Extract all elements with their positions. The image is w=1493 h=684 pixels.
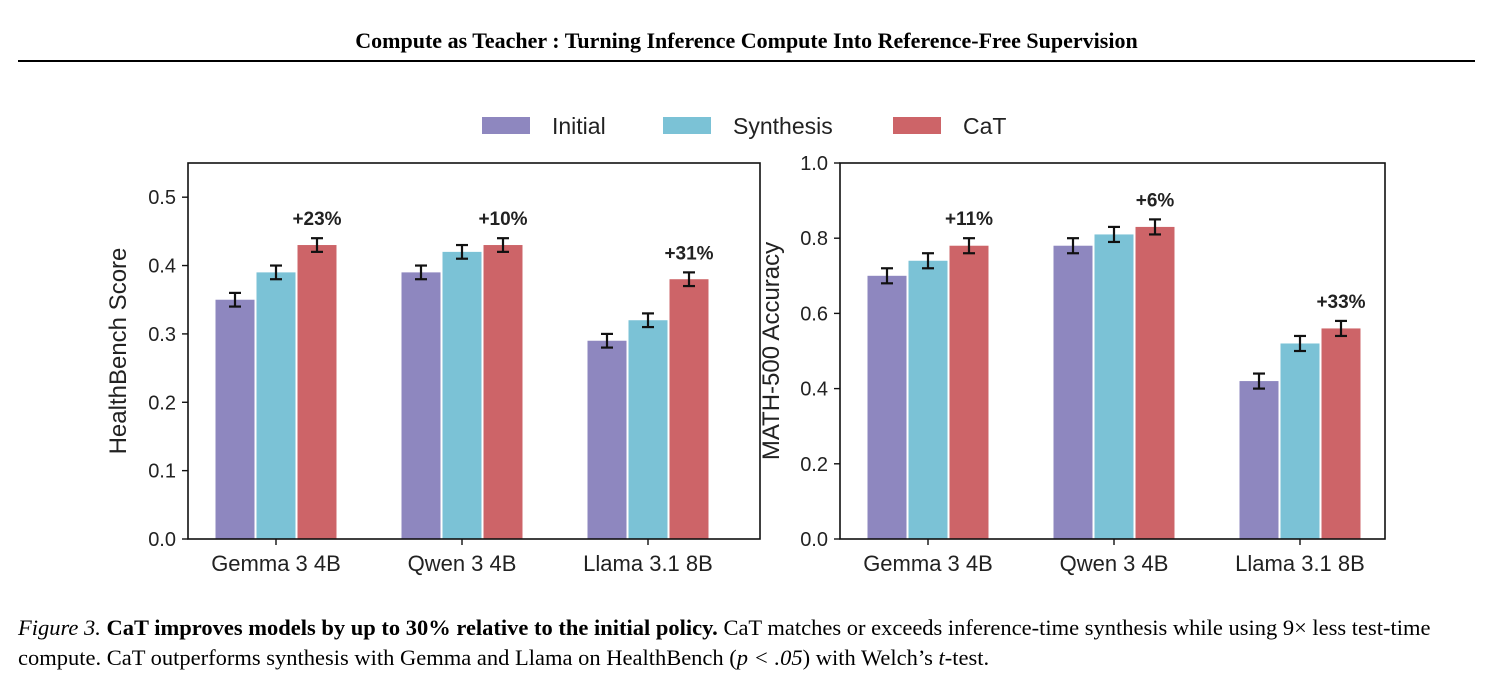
y-tick-label-0: 0.0 [148,529,176,551]
y-tick-label-3: 0.6 [800,303,828,325]
healthbench-chart: +23% +10% +31% 0.0 0.1 0.2 0.3 0.4 0.5 Gemma 3 4B… [105,162,761,576]
x-tick-label-1: Qwen 3 4B [408,551,517,576]
bar-synthesis-2 [1280,343,1320,539]
bar-synthesis-2 [628,320,668,539]
caption-lead: CaT improves models by up to 30% relativ… [106,615,718,640]
y-tick-label-4: 0.4 [148,256,176,278]
x-tick-label-2: Llama 3.1 8B [583,551,713,576]
y-tick-label-0: 0.0 [800,529,828,551]
header-rule [18,60,1475,62]
x-tick-label-2: Llama 3.1 8B [1235,551,1365,576]
x-tick-label-1: Qwen 3 4B [1060,551,1169,576]
legend-swatch-initial [482,117,530,134]
y-tick-label-2: 0.2 [148,392,176,414]
bar-cat-0 [297,245,337,539]
y-tick-label-2: 0.4 [800,379,828,401]
legend-label-synthesis: Synthesis [733,113,833,139]
bar-initial-0 [867,275,907,539]
caption-p-expression: p < .05 [736,645,803,670]
legend: Initial Synthesis CaT [482,113,1006,139]
figure-caption: Figure 3. CaT improves models by up to 3… [18,613,1478,673]
page-header-title: Compute as Teacher : Turning Inference C… [355,28,1138,53]
y-tick-label-4: 0.8 [800,228,828,250]
plot-frame [187,162,761,540]
y-axis-label: MATH-500 Accuracy [758,242,785,460]
gain-annotation-0: +23% [292,209,341,230]
math500-chart: +11% +6% +33% 0.0 0.2 0.4 0.6 0.8 1.0 Gemma 3 4B Q… [758,153,1386,576]
plot-frame [839,162,1386,540]
gain-annotation-0: +11% [945,209,993,230]
x-tick-label-0: Gemma 3 4B [863,551,993,576]
bar-cat-1 [1135,226,1175,540]
bar-synthesis-0 [908,260,948,539]
caption-text-2: ) with Welch’s [802,645,939,670]
bar-initial-2 [1239,381,1279,539]
legend-swatch-cat [893,117,941,134]
caption-label: Figure 3. [18,615,101,640]
x-tick-label-0: Gemma 3 4B [211,551,341,576]
bar-initial-2 [587,340,627,539]
gain-annotation-2: +31% [664,243,713,264]
bar-cat-2 [1321,328,1361,539]
legend-swatch-synthesis [663,117,711,134]
bar-cat-1 [483,245,523,539]
y-tick-label-5: 0.5 [148,187,176,209]
caption-text-3: -test. [944,645,990,670]
bar-cat-0 [949,245,989,539]
figure-3: Initial Synthesis CaT +23% +10% +31% 0.0 0.1 0.… [105,113,1386,576]
gain-annotation-1: +10% [478,209,527,230]
bar-synthesis-1 [442,251,482,539]
bar-synthesis-0 [256,272,296,539]
y-tick-label-1: 0.2 [800,454,828,476]
bar-cat-2 [669,279,709,539]
y-axis-label: HealthBench Score [105,248,132,455]
caption-text-1: CaT matches or exceeds inference-time sy… [18,615,1431,670]
gain-annotation-1: +6% [1136,190,1175,211]
caption-t-symbol: t [938,645,945,670]
legend-label-cat: CaT [963,113,1006,139]
gain-annotation-2: +33% [1316,292,1365,313]
bar-initial-0 [215,299,255,539]
legend-label-initial: Initial [552,113,606,139]
bar-initial-1 [1053,245,1093,539]
bar-synthesis-1 [1094,234,1134,539]
y-tick-label-3: 0.3 [148,324,176,346]
bar-initial-1 [401,272,441,539]
y-tick-label-5: 1.0 [800,153,828,175]
y-tick-label-1: 0.1 [148,461,176,483]
